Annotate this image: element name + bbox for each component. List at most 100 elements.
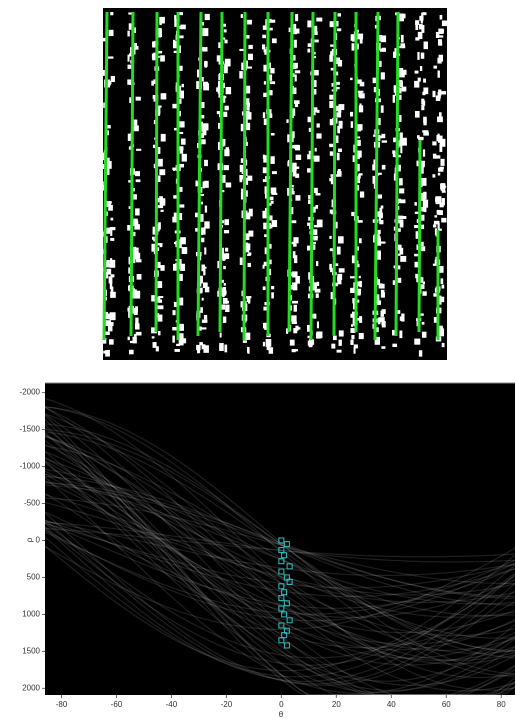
plant-blob [316,133,321,138]
plant-blob [314,40,318,43]
x-tick-label: 20 [332,700,341,709]
plant-blob [379,61,382,67]
plant-blob [423,87,428,94]
plant-blob [292,301,298,304]
plant-blob [247,20,252,25]
plant-blob [438,71,440,78]
plant-blob [292,349,296,352]
plant-blob [414,339,420,345]
plant-blob [248,252,251,255]
plant-blob [359,105,363,112]
plant-blob [240,258,243,265]
plant-blob [179,333,183,339]
plant-blob [270,197,273,201]
plant-blob [286,119,288,123]
plant-blob [201,327,207,329]
plant-blob [414,81,419,88]
plant-blob [315,148,317,152]
plant-blob [202,320,208,323]
plant-blob [224,149,229,156]
plant-blob [421,207,424,212]
plant-blob [161,170,165,175]
plant-blob [359,316,362,323]
plant-blob [202,267,207,269]
plant-blob [421,178,426,186]
plant-blob [419,350,422,356]
plant-blob [174,51,177,53]
plant-blob [400,316,404,320]
plant-blob [307,20,311,27]
plant-blob [205,206,207,213]
plant-blob [272,38,277,43]
plant-blob [442,186,446,188]
plant-blob [202,125,206,132]
plant-blob [296,155,302,160]
plant-blob [421,242,424,246]
plant-blob [295,14,298,21]
detected-line [334,12,335,336]
plant-blob [291,315,296,321]
plant-blob [307,154,311,159]
plant-blob [135,208,140,215]
plant-blob [357,292,360,296]
plant-blob [439,266,444,273]
plant-blob [379,220,383,224]
plant-blob [271,133,275,135]
plant-blob [381,320,384,325]
x-tick-label: -80 [56,700,68,709]
plant-blob [331,344,335,349]
plant-blob [423,79,426,83]
plant-blob [442,21,448,27]
y-tick-label: 500 [27,573,41,582]
plant-blob [264,323,267,330]
plant-blob [264,234,267,237]
plant-blob [423,132,429,135]
plant-blob [296,166,299,168]
plant-blob [224,40,227,44]
plant-blob [106,320,111,326]
plant-blob [135,323,140,329]
plant-blob [433,154,436,159]
plant-blob [351,121,353,128]
plant-blob [263,342,265,346]
plant-blob [400,220,404,228]
plant-blob [423,192,426,200]
plant-blob [130,341,136,343]
plant-blob [339,340,342,346]
plant-blob [105,350,110,357]
plant-blob [196,345,200,350]
plant-blob [378,318,381,325]
plant-blob [382,165,386,170]
plant-blob [102,39,104,41]
plant-blob [161,134,166,142]
plant-blob [314,156,317,160]
plant-blob [338,236,344,243]
plant-blob [359,276,361,278]
plant-blob [359,281,362,287]
plant-blob [247,66,252,68]
plant-blob [392,150,395,154]
plant-blob [127,79,131,84]
detected-line [311,12,313,340]
plant-blob [337,247,341,255]
plant-blob [106,228,110,234]
plant-blob [314,188,318,193]
plant-blob [179,12,183,15]
plant-blob [241,14,243,18]
plant-blob [226,147,229,150]
plant-blob [151,81,154,86]
plant-blob [128,337,130,341]
plant-blob [102,70,105,76]
plant-blob [173,168,175,171]
detected-line [131,12,133,336]
plant-blob [337,13,341,16]
plant-blob [358,91,364,93]
plant-blob [204,247,206,254]
plant-blob [248,45,252,49]
y-tick-label: 1500 [22,646,40,655]
plant-blob [423,281,425,284]
plant-blob [225,305,229,312]
plant-blob [381,290,385,298]
plant-blob [108,205,113,211]
plant-blob [182,84,184,87]
